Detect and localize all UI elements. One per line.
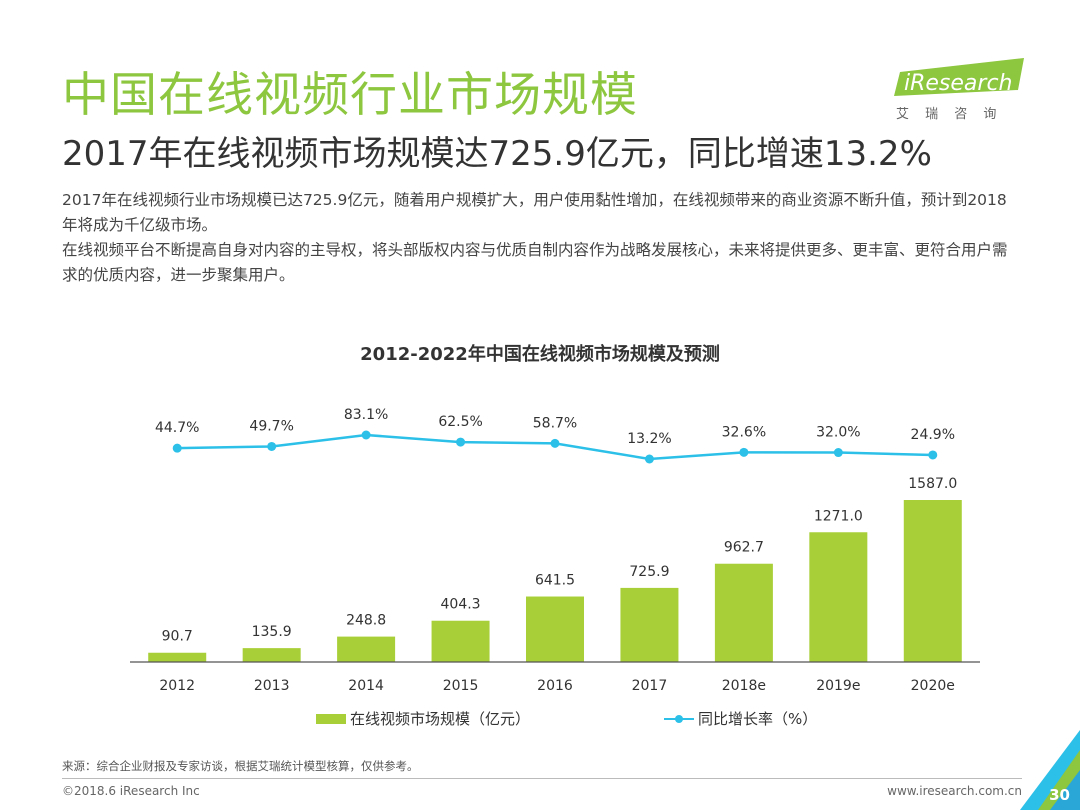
chart-title: 2012-2022年中国在线视频市场规模及预测 — [360, 344, 720, 365]
x-tick-2020e: 2020e — [911, 678, 955, 694]
x-tick-2014: 2014 — [348, 678, 384, 694]
bar-label-2012: 90.7 — [162, 629, 193, 645]
growth-label-2014: 83.1% — [344, 407, 388, 423]
bar-2012 — [148, 652, 207, 662]
page-subtitle: 2017年在线视频市场规模达725.9亿元，同比增速13.2% — [62, 134, 932, 174]
x-axis-tick-labels: 2012 2013 2014 2015 2016 2017 2018e 2019e 2020e — [159, 678, 955, 694]
bar-label-2016: 641.5 — [535, 573, 575, 589]
bar-label-2018e: 962.7 — [724, 540, 764, 556]
growth-point-2020e — [928, 450, 938, 460]
bar-label-2014: 248.8 — [346, 613, 386, 629]
growth-label-2015: 62.5% — [438, 414, 482, 430]
growth-label-2018e: 32.6% — [722, 424, 766, 440]
legend-item-growth-rate: 同比增长率（%） — [664, 708, 817, 729]
source-note: 来源：综合企业财报及专家访谈，根据艾瑞统计模型核算，仅供参考。 — [62, 759, 419, 773]
growth-rate-points — [172, 430, 938, 464]
bar-2013 — [242, 648, 301, 662]
growth-label-2013: 49.7% — [249, 418, 293, 434]
x-tick-2017: 2017 — [632, 678, 668, 694]
legend-label-market-size: 在线视频市场规模（亿元） — [350, 710, 531, 728]
description-paragraph-2: 在线视频平台不断提高自身对内容的主导权，将头部版权内容与优质自制内容作为战略发展… — [62, 241, 1008, 284]
growth-point-2019e — [833, 448, 843, 458]
legend-item-market-size: 在线视频市场规模（亿元） — [316, 708, 530, 729]
growth-label-2020e: 24.9% — [911, 427, 955, 443]
bar-label-2015: 404.3 — [441, 597, 481, 613]
logo-brand-text: iResearch — [904, 71, 1013, 96]
x-tick-2012: 2012 — [159, 678, 195, 694]
corner-decoration — [1020, 730, 1080, 810]
bar-label-2017: 725.9 — [629, 564, 669, 580]
description-paragraph-1: 2017年在线视频行业市场规模已达725.9亿元，随着用户规模扩大，用户使用黏性… — [62, 191, 1007, 234]
x-tick-2016: 2016 — [537, 678, 573, 694]
growth-point-2018e — [739, 447, 749, 457]
bar-value-labels: 90.7 135.9 248.8 404.3 641.5 725.9 962.7 1271.0… — [162, 476, 958, 645]
growth-label-2017: 13.2% — [627, 431, 671, 447]
bar-label-2019e: 1271.0 — [814, 508, 863, 524]
chart-legend: 在线视频市场规模（亿元） 同比增长率（%） — [0, 708, 1080, 732]
bar-series — [148, 500, 962, 662]
growth-point-2016 — [550, 438, 560, 448]
footer-divider — [62, 778, 1022, 779]
bar-2019e — [809, 532, 868, 662]
bar-2016 — [526, 596, 584, 662]
growth-rate-labels: 44.7% 49.7% 83.1% 62.5% 58.7% 13.2% 32.6% 32.0%… — [155, 407, 955, 447]
bar-2015 — [431, 620, 490, 662]
copyright: ©2018.6 iResearch Inc — [62, 784, 200, 798]
website-link[interactable]: www.iresearch.com.cn — [887, 784, 1022, 798]
growth-point-2017 — [644, 454, 654, 464]
growth-point-2012 — [172, 443, 182, 453]
growth-label-2016: 58.7% — [533, 415, 577, 431]
logo-cn-text: 艾 瑞 咨 询 — [896, 107, 1002, 122]
growth-point-2013 — [267, 441, 277, 451]
bar-label-2013: 135.9 — [252, 624, 292, 640]
legend-bar-swatch — [316, 713, 346, 724]
growth-point-2014 — [361, 430, 371, 440]
iresearch-logo: iResearch 艾 瑞 咨 询 — [894, 58, 1024, 122]
x-tick-2019e: 2019e — [816, 678, 860, 694]
page-number: 30 — [1049, 786, 1070, 804]
logo-green-banner — [894, 58, 1024, 96]
bar-2018e — [714, 563, 773, 662]
description: 2017年在线视频行业市场规模已达725.9亿元，随着用户规模扩大，用户使用黏性… — [62, 188, 1022, 288]
bar-label-2020e: 1587.0 — [908, 476, 957, 492]
legend-line-swatch — [664, 713, 694, 725]
page-title: 中国在线视频行业市场规模 — [62, 68, 638, 123]
growth-label-2012: 44.7% — [155, 420, 199, 436]
x-tick-2018e: 2018e — [722, 678, 766, 694]
bar-2017 — [620, 587, 679, 662]
x-tick-2013: 2013 — [254, 678, 290, 694]
x-tick-2015: 2015 — [443, 678, 479, 694]
legend-label-growth-rate: 同比增长率（%） — [698, 710, 818, 728]
bar-2014 — [337, 636, 396, 662]
growth-label-2019e: 32.0% — [816, 425, 860, 441]
growth-point-2015 — [456, 437, 466, 447]
bar-2020e — [903, 500, 962, 662]
